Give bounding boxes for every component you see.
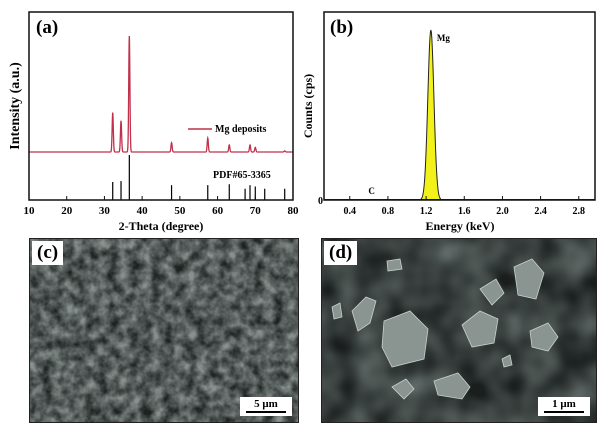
mg-peak xyxy=(411,29,450,201)
panel-label-d: (d) xyxy=(324,241,358,265)
sem-image-c: (c) 5 μm xyxy=(29,238,299,423)
crystals xyxy=(331,258,559,400)
eds-chart: (b) Counts (cps) Energy (keV) 0 Mg C 0.4 0… xyxy=(301,11,596,233)
x-tick-label: 30 xyxy=(99,205,111,217)
peak-label-mg: Mg xyxy=(437,33,450,43)
x-axis-label: 2-Theta (degree) xyxy=(119,219,204,233)
sem-texture-c xyxy=(30,239,298,422)
x-tick-label: 0.4 xyxy=(344,206,357,217)
panel-label-c: (c) xyxy=(32,241,64,265)
sem-texture-d xyxy=(322,239,596,422)
sem-image-d: (d) 1 μm xyxy=(321,238,597,423)
x-tick-label: 2.4 xyxy=(534,206,547,217)
reference-label: PDF#65-3365 xyxy=(213,170,271,181)
y-axis-label: Intensity (a.u.) xyxy=(8,62,23,150)
x-tick-label: 0.8 xyxy=(382,206,395,217)
scale-bar-d: 1 μm xyxy=(538,397,590,416)
xrd-chart: (a) Intensity (a.u.) 2-Theta (degree) PD… xyxy=(8,11,300,233)
x-tick-label: 60 xyxy=(212,205,224,217)
x-tick-label: 20 xyxy=(61,205,73,217)
y-tick-0: 0 xyxy=(318,196,323,207)
panel-label-b: (b) xyxy=(330,17,353,38)
y-axis-label: Counts (cps) xyxy=(301,74,315,138)
x-tick-label: 40 xyxy=(137,205,149,217)
peak-label-c: C xyxy=(368,186,375,196)
xrd-series-line xyxy=(29,35,293,153)
panel-label-a: (a) xyxy=(36,17,58,38)
x-tick-label: 1.2 xyxy=(420,206,433,217)
legend-entry: Mg deposits xyxy=(215,124,267,135)
x-tick-label: 1.6 xyxy=(458,206,471,217)
scale-bar-label: 1 μm xyxy=(552,398,576,410)
x-tick-label: 70 xyxy=(250,205,262,217)
x-tick-label: 80 xyxy=(288,205,300,217)
scale-bar-c: 5 μm xyxy=(240,397,292,416)
x-axis-label: Energy (keV) xyxy=(426,219,495,233)
x-tick-label: 50 xyxy=(174,205,186,217)
scale-bar-label: 5 μm xyxy=(254,398,278,410)
plot-frame xyxy=(323,11,596,201)
plot-frame xyxy=(28,11,294,201)
x-tick-label: 2.8 xyxy=(573,206,586,217)
x-tick-label: 2.0 xyxy=(496,206,509,217)
x-tick-label: 10 xyxy=(24,205,36,217)
